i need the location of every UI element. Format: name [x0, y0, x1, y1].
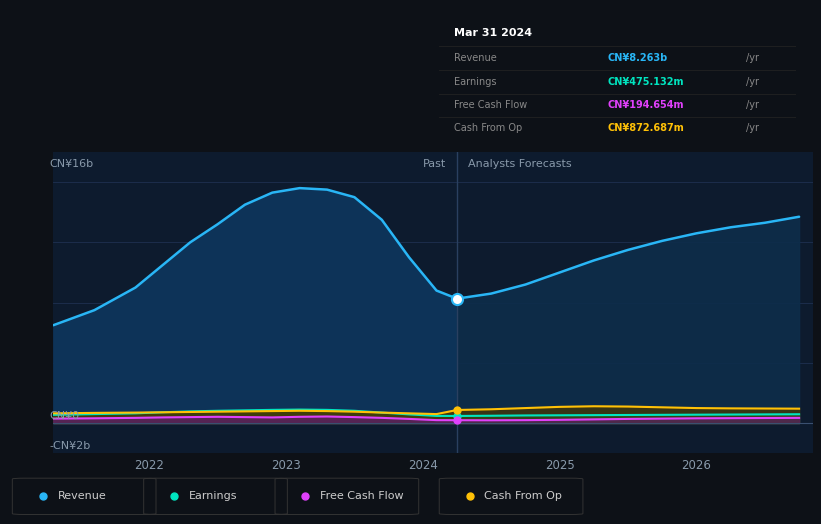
- Text: CN¥16b: CN¥16b: [49, 159, 94, 169]
- Text: /yr: /yr: [746, 77, 759, 87]
- Text: /yr: /yr: [746, 100, 759, 111]
- Text: /yr: /yr: [746, 53, 759, 63]
- Text: CN¥475.132m: CN¥475.132m: [607, 77, 684, 87]
- Text: Earnings: Earnings: [189, 492, 237, 501]
- Text: CN¥8.263b: CN¥8.263b: [607, 53, 667, 63]
- Text: Revenue: Revenue: [57, 492, 106, 501]
- Text: Cash From Op: Cash From Op: [453, 123, 522, 133]
- Text: -CN¥2b: -CN¥2b: [49, 441, 90, 451]
- Text: Past: Past: [423, 159, 446, 169]
- Text: Revenue: Revenue: [453, 53, 496, 63]
- Text: CN¥872.687m: CN¥872.687m: [607, 123, 684, 133]
- Text: Analysts Forecasts: Analysts Forecasts: [468, 159, 571, 169]
- Text: CN¥0: CN¥0: [49, 410, 80, 420]
- Text: CN¥194.654m: CN¥194.654m: [607, 100, 684, 111]
- Text: Earnings: Earnings: [453, 77, 496, 87]
- Text: Mar 31 2024: Mar 31 2024: [453, 27, 532, 38]
- Text: /yr: /yr: [746, 123, 759, 133]
- Text: Cash From Op: Cash From Op: [484, 492, 562, 501]
- Text: Free Cash Flow: Free Cash Flow: [453, 100, 527, 111]
- Text: Free Cash Flow: Free Cash Flow: [320, 492, 404, 501]
